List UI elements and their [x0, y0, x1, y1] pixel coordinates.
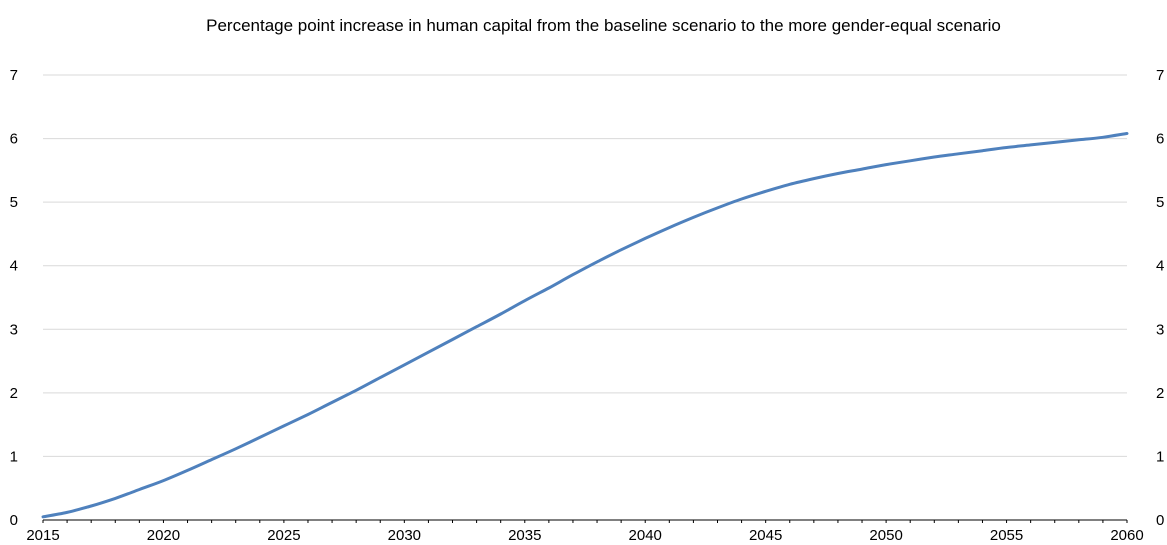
y-tick-label-right: 5	[1156, 194, 1164, 211]
y-tick-label-right: 0	[1156, 512, 1164, 529]
series-group	[41, 132, 1129, 519]
x-tick-label: 2045	[749, 527, 782, 544]
x-tick-label: 2015	[26, 527, 59, 544]
y-tick-label-right: 3	[1156, 321, 1164, 338]
y-tick-label-right: 7	[1156, 67, 1164, 84]
x-tick-label: 2020	[147, 527, 180, 544]
y-tick-label-right: 1	[1156, 448, 1164, 465]
y-tick-label-left: 7	[10, 67, 18, 84]
y-tick-label-left: 4	[10, 258, 18, 275]
y-tick-label-left: 5	[10, 194, 18, 211]
x-tick-label: 2035	[508, 527, 541, 544]
x-tick-label: 2040	[629, 527, 662, 544]
x-axis: 2015 2020 2025 2030 2035 2040 2045 2050 2055 2060	[26, 519, 1144, 544]
gridlines	[43, 74, 1127, 457]
y-tick-label-right: 6	[1156, 131, 1164, 148]
series-line	[41, 132, 1129, 519]
y-tick-label-right: 4	[1156, 258, 1164, 275]
x-tick-label: 2055	[990, 527, 1023, 544]
y-tick-label-left: 1	[10, 448, 18, 465]
x-tick-label: 2060	[1110, 527, 1143, 544]
y-tick-label-left: 3	[10, 321, 18, 338]
y-tick-label-left: 2	[10, 385, 18, 402]
x-tick-label: 2050	[869, 527, 902, 544]
x-tick-label: 2025	[267, 527, 300, 544]
y-tick-label-left: 6	[10, 131, 18, 148]
chart-title: Percentage point increase in human capit…	[206, 16, 1001, 35]
y-tick-label-left: 0	[10, 512, 18, 529]
right-y-axis-labels: 0 1 2 3 4 5 6 7	[1156, 67, 1164, 529]
y-tick-label-right: 2	[1156, 385, 1164, 402]
left-y-axis-labels: 0 1 2 3 4 5 6 7	[10, 67, 18, 529]
x-tick-label: 2030	[388, 527, 421, 544]
